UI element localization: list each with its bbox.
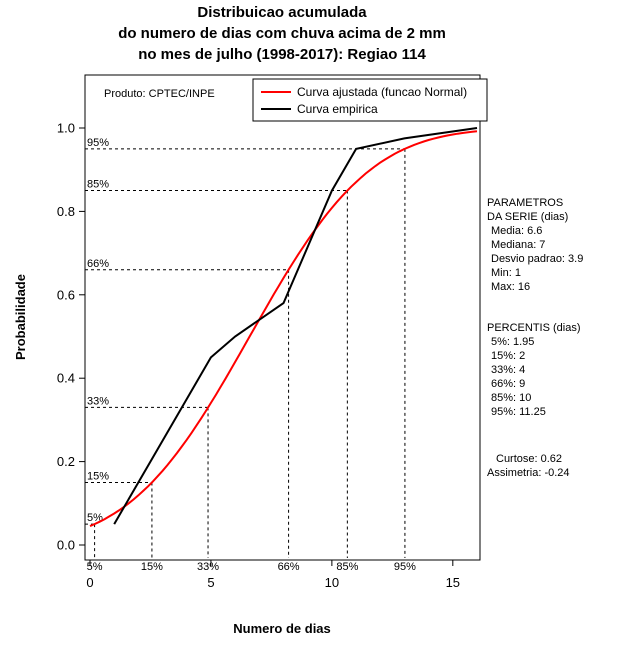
y-tick-label: 0.0 bbox=[57, 538, 75, 553]
stat-curtose: Curtose: 0.62 bbox=[496, 453, 562, 465]
stat-mediana: Mediana: 7 bbox=[491, 239, 545, 251]
percentil-85: 85%: 10 bbox=[491, 392, 531, 404]
y-tick-label: 0.8 bbox=[57, 204, 75, 219]
y-tick-label: 0.2 bbox=[57, 454, 75, 469]
percentile-bottom-label: 66% bbox=[278, 561, 300, 573]
percentile-left-label: 95% bbox=[87, 137, 109, 149]
percentile-left-label: 5% bbox=[87, 512, 103, 524]
stat-assimetria: Assimetria: -0.24 bbox=[487, 467, 570, 479]
percentil-95: 95%: 11.25 bbox=[491, 406, 546, 418]
percentile-left-label: 66% bbox=[87, 258, 109, 270]
legend-fitted-label: Curva ajustada (funcao Normal) bbox=[297, 85, 467, 99]
fitted-curve bbox=[89, 130, 478, 528]
percentile-bottom-label: 15% bbox=[141, 561, 163, 573]
percentil-15: 15%: 2 bbox=[491, 350, 525, 362]
x-tick-label: 10 bbox=[325, 575, 339, 590]
legend-empirical-label: Curva empirica bbox=[297, 102, 378, 116]
x-tick-label: 15 bbox=[446, 575, 460, 590]
x-tick-label: 0 bbox=[86, 575, 93, 590]
percentil-5: 5%: 1.95 bbox=[491, 336, 534, 348]
stat-desvio-padrao: Desvio padrao: 3.9 bbox=[491, 253, 583, 265]
legend-box bbox=[252, 78, 488, 122]
percentile-bottom-label: 5% bbox=[87, 561, 103, 573]
empirical-curve bbox=[113, 127, 478, 525]
percentile-left-label: 85% bbox=[87, 179, 109, 191]
percentile-bottom-label: 33% bbox=[197, 561, 219, 573]
percentile-bottom-label: 95% bbox=[394, 561, 416, 573]
percentile-left-label: 15% bbox=[87, 470, 109, 482]
product-label: Produto: CPTEC/INPE bbox=[104, 88, 215, 100]
params-header-line1: PARAMETROS bbox=[487, 197, 563, 209]
chart-title-line1: Distribuicao acumulada bbox=[197, 4, 367, 21]
percentile-left-label: 33% bbox=[87, 395, 109, 407]
chart-title-line2: do numero de dias com chuva acima de 2 m… bbox=[118, 25, 446, 42]
y-tick-label: 0.4 bbox=[57, 371, 75, 386]
chart-title-line3: no mes de julho (1998-2017): Regiao 114 bbox=[138, 46, 426, 63]
stats-panel: PARAMETROS DA SERIE (dias) Media: 6.6 Me… bbox=[487, 197, 583, 479]
percentil-33: 33%: 4 bbox=[491, 364, 525, 376]
plot-border bbox=[84, 74, 481, 561]
stat-max: Max: 16 bbox=[491, 281, 530, 293]
stat-media: Media: 6.6 bbox=[491, 225, 542, 237]
percentil-66: 66%: 9 bbox=[491, 378, 525, 390]
plot-layer: 0 5 10 15 0.0 0.2 0.4 0.6 0.8 1.0 5% 5% 15% 15% 33% 33%… bbox=[57, 121, 478, 590]
y-tick-label: 1.0 bbox=[57, 121, 75, 136]
percentis-header: PERCENTIS (dias) bbox=[487, 322, 581, 334]
y-axis-label: Probabilidade bbox=[13, 274, 28, 360]
x-axis-label: Numero de dias bbox=[233, 621, 331, 636]
legend: Curva ajustada (funcao Normal) Curva emp… bbox=[252, 78, 488, 122]
x-tick-label: 5 bbox=[207, 575, 214, 590]
percentile-bottom-label: 85% bbox=[336, 561, 358, 573]
stat-min: Min: 1 bbox=[491, 267, 521, 279]
y-tick-label: 0.6 bbox=[57, 287, 75, 302]
params-header-line2: DA SERIE (dias) bbox=[487, 211, 568, 223]
